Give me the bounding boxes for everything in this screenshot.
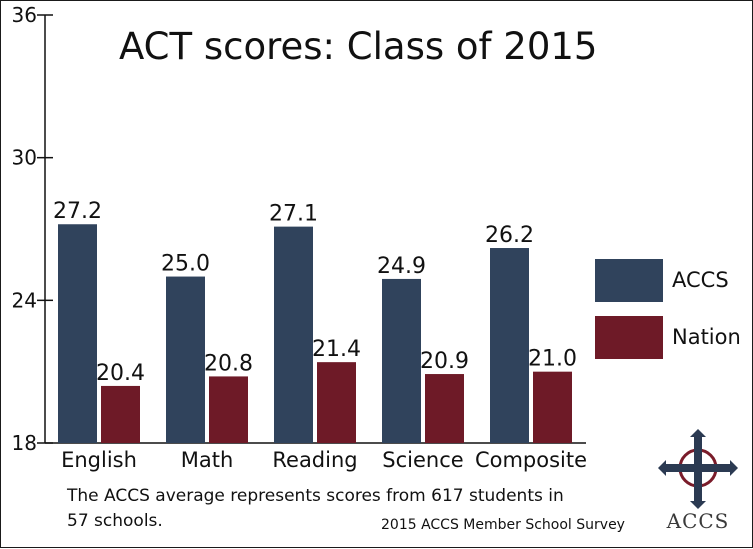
bar-accs-science	[382, 278, 421, 443]
data-label: 26.2	[485, 223, 534, 248]
legend-swatch-nation	[595, 316, 663, 359]
bars	[58, 224, 572, 443]
data-label: 20.4	[96, 361, 145, 386]
x-tick-label: English	[61, 448, 137, 472]
cross-icon	[658, 429, 738, 509]
bar-nation-science	[425, 374, 464, 443]
chart-title: ACT scores: Class of 2015	[119, 25, 597, 68]
y-tick-label: 36	[12, 3, 37, 27]
legend-label-nation: Nation	[672, 325, 741, 349]
x-tick-label: Reading	[272, 448, 357, 472]
bar-nation-reading	[317, 362, 356, 443]
x-axis-labels: English Math Reading Science Composite	[61, 448, 587, 472]
data-label: 21.0	[528, 347, 577, 372]
chart-note: The ACCS average represents scores from …	[67, 486, 564, 531]
y-tick-label: 24	[12, 288, 37, 312]
source-credit: 2015 ACCS Member School Survey	[381, 517, 625, 533]
y-tick-label: 30	[12, 146, 37, 170]
legend: ACCS Nation	[595, 259, 741, 359]
data-label: 27.2	[53, 199, 102, 224]
data-label: 24.9	[377, 254, 426, 279]
bar-accs-math	[166, 276, 205, 443]
data-label: 25.0	[161, 252, 210, 277]
x-tick-label: Math	[181, 448, 234, 472]
bar-nation-math	[209, 376, 248, 443]
data-label: 20.9	[420, 349, 469, 374]
bar-nation-english	[101, 385, 140, 443]
legend-swatch-accs	[595, 259, 663, 302]
bar-accs-composite	[490, 248, 529, 443]
x-tick-label: Composite	[475, 448, 587, 472]
bar-accs-reading	[274, 226, 313, 443]
x-tick-label: Science	[382, 448, 463, 472]
logo-text: ACCS	[666, 509, 730, 533]
bar-accs-english	[58, 224, 97, 443]
data-label: 20.8	[204, 351, 253, 376]
bar-nation-composite	[533, 371, 572, 443]
legend-label-accs: ACCS	[672, 268, 729, 292]
data-label: 21.4	[312, 337, 361, 362]
accs-logo: ACCS	[658, 429, 738, 533]
data-label: 27.1	[269, 202, 318, 227]
data-labels: 27.2 20.4 25.0 20.8 27.1 21.4 24.9 20.9 26.2 21.0	[53, 199, 577, 386]
y-tick-label: 18	[12, 431, 37, 455]
